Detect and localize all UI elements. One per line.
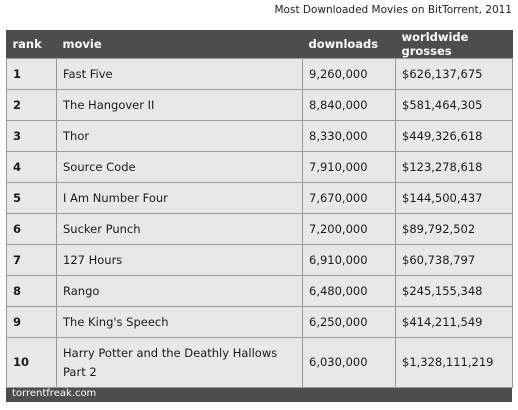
- header-row: rank movie downloads worldwide grosses: [6, 30, 513, 59]
- table-row: 9 The King's Speech 6,250,000 $414,211,549: [6, 306, 513, 338]
- grosses-cell: $1,328,111,219: [395, 337, 513, 388]
- downloads-table: rank movie downloads worldwide grosses 1…: [6, 30, 513, 388]
- grosses-cell: $144,500,437: [395, 182, 513, 214]
- table-row: 6 Sucker Punch 7,200,000 $89,792,502: [6, 213, 513, 245]
- movie-cell: Sucker Punch: [56, 213, 303, 245]
- movie-cell: The King's Speech: [56, 306, 303, 338]
- rank-cell: 9: [6, 306, 57, 338]
- downloads-cell: 7,200,000: [302, 213, 396, 245]
- movie-cell: Harry Potter and the Deathly Hallows Par…: [56, 337, 303, 388]
- source-credit: torrentfreak.com: [12, 388, 97, 399]
- grosses-cell: $449,326,618: [395, 120, 513, 152]
- header-downloads: downloads: [302, 30, 396, 59]
- rank-cell: 10: [6, 337, 57, 388]
- header-grosses: worldwide grosses: [395, 30, 513, 59]
- header-rank: rank: [6, 30, 57, 59]
- downloads-cell: 8,840,000: [302, 89, 396, 121]
- table-row: 3 Thor 8,330,000 $449,326,618: [6, 120, 513, 152]
- table-row: 8 Rango 6,480,000 $245,155,348: [6, 275, 513, 307]
- downloads-cell: 8,330,000: [302, 120, 396, 152]
- rank-cell: 1: [6, 58, 57, 90]
- table-row: 4 Source Code 7,910,000 $123,278,618: [6, 151, 513, 183]
- grosses-cell: $123,278,618: [395, 151, 513, 183]
- rank-cell: 5: [6, 182, 57, 214]
- rank-cell: 2: [6, 89, 57, 121]
- downloads-cell: 6,910,000: [302, 244, 396, 276]
- rank-cell: 6: [6, 213, 57, 245]
- movie-cell: Fast Five: [56, 58, 303, 90]
- downloads-cell: 9,260,000: [302, 58, 396, 90]
- table-frame: rank movie downloads worldwide grosses 1…: [6, 30, 513, 402]
- rank-cell: 8: [6, 275, 57, 307]
- movie-cell: I Am Number Four: [56, 182, 303, 214]
- rank-cell: 4: [6, 151, 57, 183]
- table-row: 2 The Hangover II 8,840,000 $581,464,305: [6, 89, 513, 121]
- movie-cell: Rango: [56, 275, 303, 307]
- downloads-cell: 7,910,000: [302, 151, 396, 183]
- downloads-cell: 6,030,000: [302, 337, 396, 388]
- grosses-cell: $581,464,305: [395, 89, 513, 121]
- downloads-cell: 6,250,000: [302, 306, 396, 338]
- rank-cell: 3: [6, 120, 57, 152]
- movie-cell: Source Code: [56, 151, 303, 183]
- grosses-cell: $245,155,348: [395, 275, 513, 307]
- grosses-cell: $414,211,549: [395, 306, 513, 338]
- table-row: 10 Harry Potter and the Deathly Hallows P…: [6, 337, 513, 388]
- movie-cell: 127 Hours: [56, 244, 303, 276]
- header-movie: movie: [56, 30, 303, 59]
- movie-cell: Thor: [56, 120, 303, 152]
- grosses-cell: $626,137,675: [395, 58, 513, 90]
- chart-title: Most Downloaded Movies on BitTorrent, 20…: [274, 4, 512, 16]
- downloads-cell: 7,670,000: [302, 182, 396, 214]
- table-row: 1 Fast Five 9,260,000 $626,137,675: [6, 58, 513, 90]
- grosses-cell: $89,792,502: [395, 213, 513, 245]
- table-body: 1 Fast Five 9,260,000 $626,137,675 2 The Hang…: [6, 58, 513, 388]
- movie-cell: The Hangover II: [56, 89, 303, 121]
- grosses-cell: $60,738,797: [395, 244, 513, 276]
- rank-cell: 7: [6, 244, 57, 276]
- downloads-cell: 6,480,000: [302, 275, 396, 307]
- table-row: 7 127 Hours 6,910,000 $60,738,797: [6, 244, 513, 276]
